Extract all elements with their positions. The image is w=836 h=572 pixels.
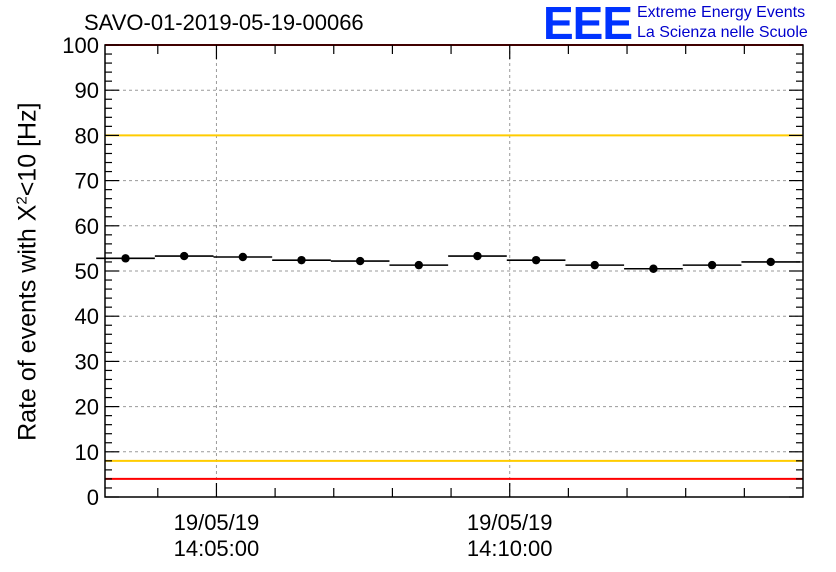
data-point [590, 260, 599, 270]
data-point [766, 257, 775, 267]
y-tick-label: 50 [75, 259, 99, 284]
logo-line-2: La Scienza nelle Scuole [637, 24, 808, 41]
data-point [179, 251, 189, 261]
y-tick-label: 90 [75, 78, 99, 103]
data-point [707, 260, 717, 270]
y-tick-label: 0 [87, 485, 99, 510]
data-point [121, 254, 130, 263]
chart-title: SAVO-01-2019-05-19-00066 [84, 10, 364, 35]
y-axis-label: Rate of events with X2<10 [Hz] [13, 102, 42, 441]
y-tick-label: 60 [75, 214, 99, 239]
data-point [414, 260, 424, 270]
eee-logo: EEE [543, 0, 633, 49]
data-point [473, 251, 482, 261]
x-tick-label: 19/05/19 14:05:00 [136, 510, 296, 562]
data-point [355, 256, 365, 266]
y-tick-label: 10 [75, 440, 99, 465]
data-point [238, 252, 248, 262]
y-tick-label: 100 [62, 33, 99, 58]
y-tick-label: 20 [75, 395, 99, 420]
data-point [531, 255, 541, 265]
x-tick-time: 14:05:00 [173, 536, 260, 561]
data-point [297, 255, 306, 265]
data-point [649, 264, 658, 273]
x-tick-date: 19/05/19 [173, 510, 260, 535]
y-tick-label: 80 [75, 123, 99, 148]
x-tick-time: 14:10:00 [466, 536, 553, 561]
x-tick-date: 19/05/19 [466, 510, 553, 535]
y-tick-label: 30 [75, 349, 99, 374]
y-tick-label: 40 [75, 304, 99, 329]
logo-line-1: Extreme Energy Events [637, 4, 806, 21]
y-tick-label: 70 [75, 169, 99, 194]
x-tick-label: 19/05/19 14:10:00 [430, 510, 590, 562]
